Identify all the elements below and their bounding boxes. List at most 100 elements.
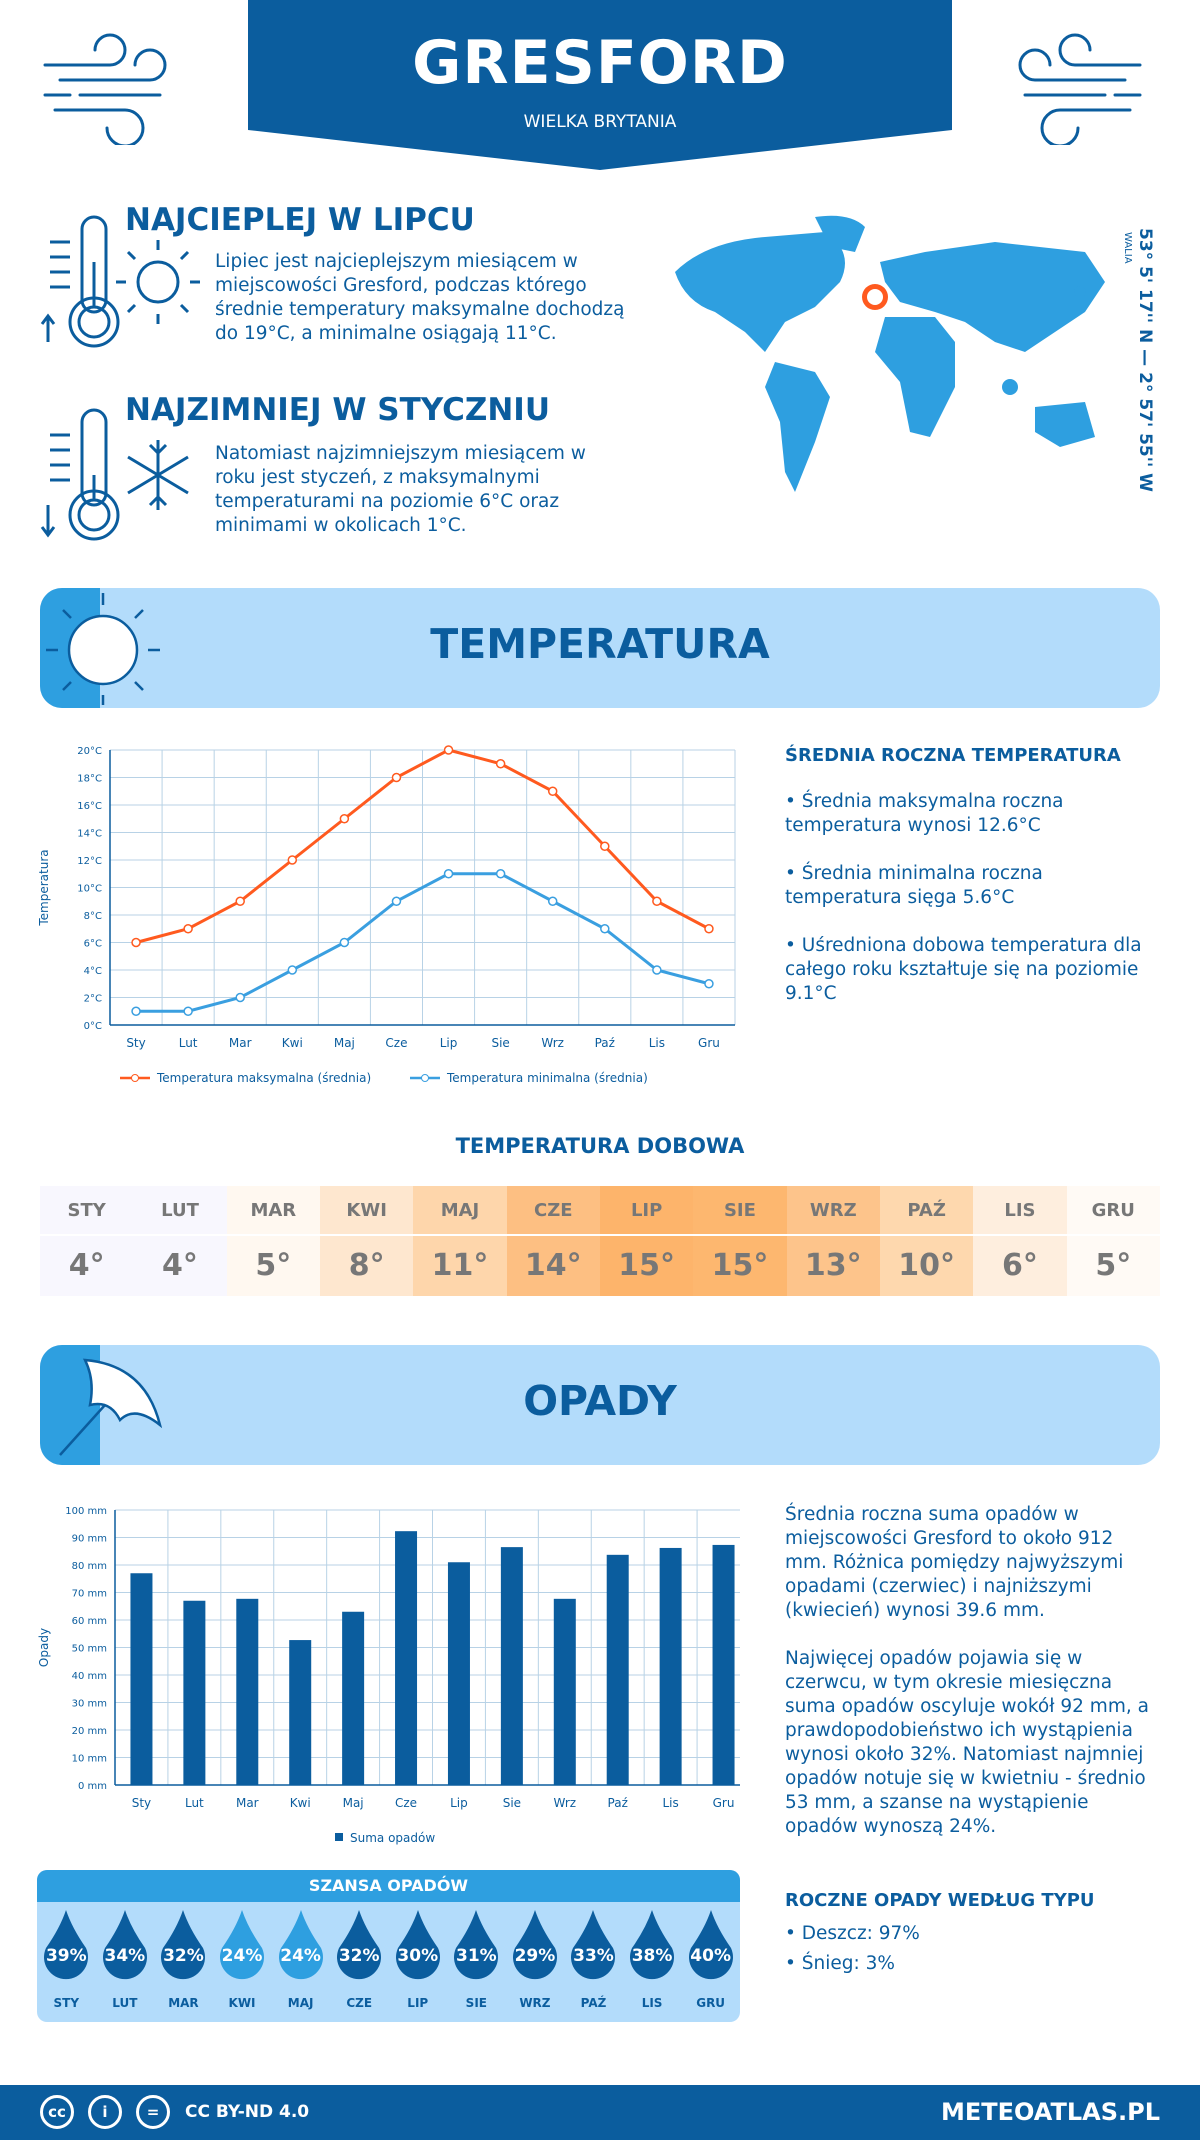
precip-title: OPADY [523, 1377, 677, 1425]
raindrop-icon [688, 1910, 733, 1980]
chance-month: LIP [407, 1996, 429, 2010]
license-text: CC BY-ND 4.0 [185, 2102, 310, 2122]
y-axis-label: Opady [37, 1628, 51, 1667]
city-title: GRESFORD [412, 28, 788, 98]
x-tick-label: Wrz [541, 1036, 564, 1050]
daily-temp-table: STY 4° LUT 4° MAR 5° KWI 8° MAJ 11° CZE 14° LIP 15° SI… [40, 1186, 1160, 1296]
daily-value: 4° [162, 1248, 198, 1283]
daily-value: 8° [348, 1248, 385, 1283]
coldest-text: Natomiast najzimniejszym miesiącem w rok… [215, 443, 586, 536]
raindrop-icon [571, 1910, 616, 1980]
temp-bullet: • Uśredniona dobowa temperatura dla całe… [785, 935, 1142, 1004]
bar [553, 1598, 576, 1785]
chance-month: KWI [228, 1996, 256, 2010]
data-point [704, 924, 714, 934]
daily-temp-cell: MAR 5° [226, 1186, 320, 1296]
precip-type-title: ROCZNE OPADY WEDŁUG TYPU [785, 1890, 1095, 1911]
raindrop-icon [395, 1910, 440, 1980]
raindrop-icon [512, 1910, 557, 1980]
daily-value: 5° [1095, 1248, 1132, 1283]
y-tick-label: 6°C [84, 939, 102, 950]
daily-value: 10° [898, 1248, 955, 1283]
precip-chance-item: 40% GRU [681, 1908, 740, 2018]
daily-month: MAJ [413, 1186, 507, 1236]
legend-label: Suma opadów [350, 1831, 435, 1845]
precip-type-rain: • Deszcz: 97% [785, 1923, 920, 1944]
data-point [183, 1006, 193, 1016]
raindrop-icon [161, 1910, 206, 1980]
daily-value: 13° [804, 1248, 862, 1283]
data-point [443, 869, 454, 879]
daily-month: LIP [599, 1186, 694, 1236]
x-tick-label: Kwi [290, 1796, 311, 1810]
hottest-text: Lipiec jest najcieplejszym miesiącem w m… [215, 251, 625, 344]
precip-chance-item: 30% LIP [388, 1908, 447, 2018]
chance-month: MAR [168, 1996, 199, 2010]
y-tick-label: 50 mm [72, 1644, 107, 1655]
x-tick-label: Kwi [282, 1036, 303, 1050]
raindrop-icon [454, 1910, 499, 1980]
data-point [495, 759, 506, 769]
chance-value: 30% [397, 1946, 439, 1966]
daily-value: 15° [618, 1248, 675, 1283]
daily-value: 5° [255, 1248, 292, 1283]
y-tick-label: 20 mm [72, 1726, 107, 1737]
country-subtitle: WIELKA BRYTANIA [523, 112, 677, 132]
daily-temp-cell: KWI 8° [319, 1186, 414, 1296]
y-tick-label: 0 mm [78, 1781, 107, 1792]
bar [606, 1554, 629, 1785]
y-tick-label: 70 mm [72, 1589, 107, 1600]
chance-month: WRZ [519, 1996, 551, 2010]
temperature-chart: 0°C 2°C 4°C 6°C 8°C 10°C 12°C 14°C 16°C 18°C 20°C S… [37, 745, 736, 1085]
data-point [339, 814, 350, 824]
x-tick-label: Sty [126, 1036, 145, 1050]
bar [659, 1547, 682, 1785]
precip-paragraph-2: Najwięcej opadów pojawia się w czerwcu, … [785, 1648, 1149, 1837]
temp-bullet: • Średnia minimalna roczna temperatura s… [785, 863, 1043, 908]
x-tick-label: Cze [385, 1036, 407, 1050]
y-tick-label: 10 mm [72, 1754, 107, 1765]
nd-icon: = [136, 2095, 170, 2129]
x-tick-label: Cze [395, 1796, 417, 1810]
precip-chart: 0 mm 10 mm 20 mm 30 mm 40 mm 50 mm 60 mm 70 mm 8… [37, 1506, 740, 1845]
header-banner [248, 0, 952, 170]
x-tick-label: Wrz [554, 1796, 577, 1810]
daily-temp-title: TEMPERATURA DOBOWA [455, 1134, 745, 1158]
data-point [652, 896, 662, 906]
daily-month: GRU [1066, 1186, 1160, 1236]
hottest-title: NAJCIEPLEJ W LIPCU [125, 202, 475, 238]
bar [395, 1531, 418, 1785]
y-tick-label: 16°C [77, 801, 102, 812]
daily-value: 14° [524, 1248, 582, 1283]
site-link[interactable]: METEOATLAS.PL [940, 2098, 1160, 2126]
chance-value: 34% [104, 1946, 146, 1966]
temperature-band [40, 588, 1160, 708]
daily-value: 6° [1002, 1248, 1038, 1283]
y-tick-label: 14°C [77, 829, 102, 840]
bar [712, 1544, 735, 1785]
sun-icon [46, 593, 160, 705]
precip-paragraph-1: Średnia roczna suma opadów w miejscowośc… [785, 1504, 1124, 1621]
chance-value: 32% [163, 1946, 204, 1966]
daily-temp-cell: WRZ 13° [786, 1186, 880, 1296]
umbrella-icon [59, 1358, 163, 1456]
chance-month: GRU [696, 1996, 726, 2010]
wind-icon-right [1018, 33, 1142, 145]
data-point [131, 1006, 141, 1016]
data-point [339, 937, 350, 948]
raindrop-icon [278, 1910, 323, 1980]
y-axis-label: Temperatura [37, 849, 51, 926]
precip-chance-item: 39% STY [37, 1908, 96, 2018]
chance-value: 32% [338, 1946, 380, 1966]
daily-temp-cell: LIS 6° [973, 1186, 1067, 1296]
series-line-max [135, 748, 710, 944]
chance-month: CZE [346, 1996, 373, 2010]
precip-chance-item: 34% LUT [96, 1908, 155, 2018]
daily-value: 11° [431, 1248, 489, 1283]
y-tick-label: 0°C [84, 1021, 102, 1032]
y-tick-label: 20°C [77, 746, 102, 757]
data-point [391, 896, 402, 906]
daily-value: 4° [68, 1248, 105, 1283]
data-point [600, 924, 610, 934]
precip-chance-item: 38% LIS [623, 1908, 682, 2018]
